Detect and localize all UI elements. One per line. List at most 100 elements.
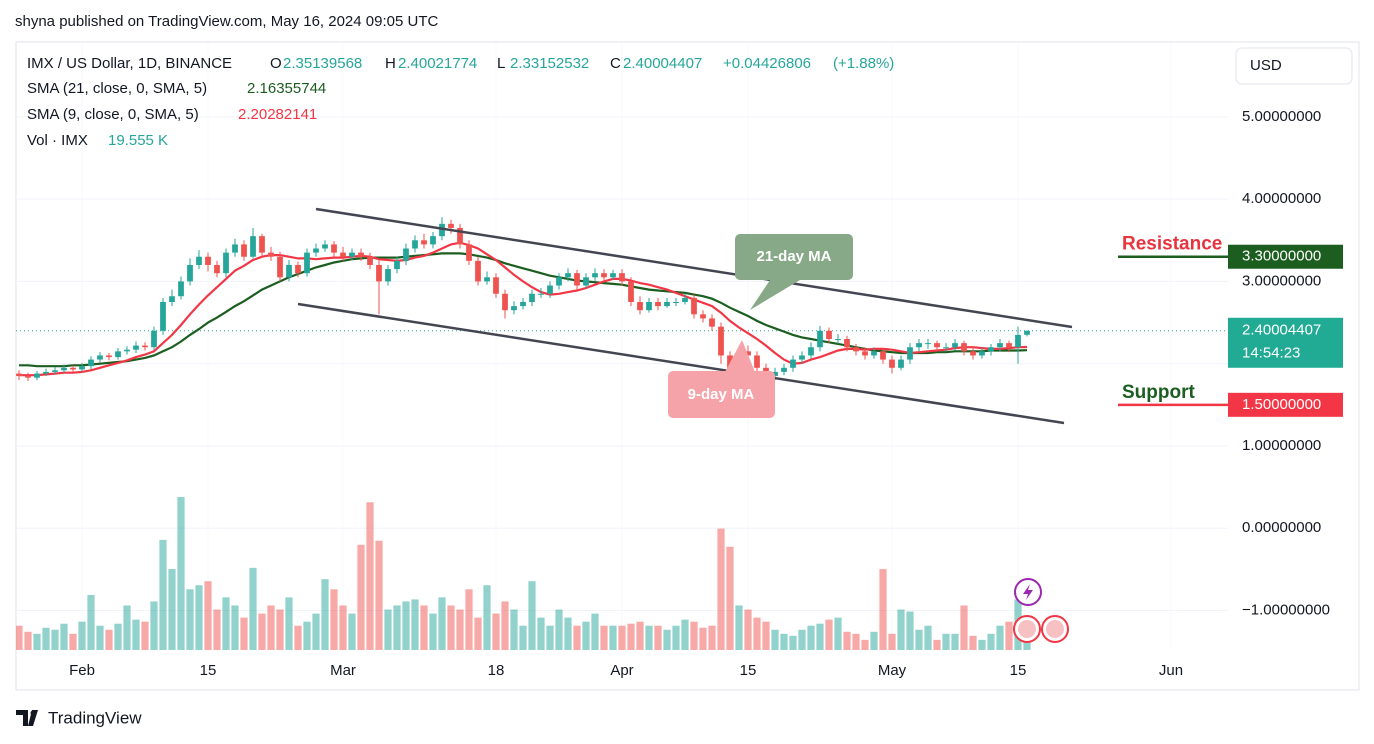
- candle-body: [34, 373, 40, 378]
- candle-body: [223, 252, 229, 274]
- candle-body: [790, 359, 796, 368]
- volume-bar: [420, 605, 428, 650]
- candle-body: [250, 236, 256, 257]
- legend-change: +0.04426806: [723, 55, 811, 72]
- candle-body: [277, 256, 283, 278]
- candle-body: [124, 349, 130, 352]
- candle-body: [466, 244, 472, 261]
- candle-body: [430, 236, 436, 245]
- legend-series-value: 2.16355744: [247, 80, 326, 97]
- candle-body: [331, 244, 337, 253]
- candle-body: [907, 347, 913, 360]
- volume-bar: [735, 605, 743, 650]
- overlay: 21-day MA 9-day MA Resistance Support: [297, 207, 1228, 643]
- volume-bar: [123, 605, 131, 650]
- volume-bar: [366, 502, 374, 650]
- y-tick-label: −1.00000000: [1242, 601, 1330, 618]
- volume-bar: [276, 609, 284, 650]
- price-badge: [1228, 317, 1343, 368]
- volume-bar: [771, 629, 779, 650]
- candle-body: [691, 297, 697, 315]
- candle-body: [151, 330, 157, 348]
- volume-bar: [204, 581, 212, 650]
- candle-body: [781, 367, 787, 372]
- candle-body: [574, 273, 580, 286]
- callout-pointer: [725, 340, 755, 372]
- event-icon-glyph: [1046, 620, 1064, 638]
- candle-body: [61, 367, 67, 371]
- candle-body: [916, 343, 922, 348]
- candle-body: [97, 355, 103, 360]
- legend-series-name: SMA (9, close, 0, SMA, 5): [27, 106, 199, 123]
- legend-ohlc-value: 2.40021774: [398, 55, 477, 72]
- candle-body: [196, 256, 202, 265]
- volume-bar: [231, 605, 239, 650]
- candle-body: [367, 256, 373, 265]
- candle-body: [178, 281, 184, 297]
- volume-bar: [537, 617, 545, 650]
- volume-bar: [573, 625, 581, 650]
- candle-body: [394, 260, 400, 270]
- volume-bar: [483, 585, 491, 650]
- candle-body: [484, 277, 490, 282]
- candle-body: [628, 281, 634, 302]
- candle-body: [835, 339, 841, 341]
- candle-body: [304, 252, 310, 274]
- candle-body: [610, 273, 616, 278]
- candle-body: [772, 371, 778, 377]
- legend-ohlc-key: O: [270, 55, 282, 72]
- volume-bar: [879, 569, 887, 650]
- candle-body: [538, 293, 544, 295]
- x-tick-label: Apr: [610, 662, 633, 679]
- legend-series-name: SMA (21, close, 0, SMA, 5): [27, 80, 207, 97]
- x-tick-label: Feb: [69, 662, 95, 679]
- candle-body: [799, 355, 805, 360]
- candle-body: [970, 351, 976, 356]
- candle-body: [358, 252, 364, 257]
- volume-bar: [744, 609, 752, 650]
- brand-name: TradingView: [48, 708, 142, 727]
- volume-bar: [312, 613, 320, 650]
- x-tick-label: Jun: [1159, 662, 1183, 679]
- volume-bar: [492, 613, 500, 650]
- level-badge: [1228, 244, 1343, 269]
- y-tick-label: 5.00000000: [1242, 108, 1321, 125]
- candle-body: [673, 301, 679, 303]
- candle-body: [565, 273, 571, 278]
- brand-logo-dot: [30, 710, 36, 716]
- candle-body: [25, 376, 31, 378]
- candle-body: [556, 277, 562, 286]
- currency-button[interactable]: [1235, 47, 1353, 85]
- candle-body: [988, 347, 994, 352]
- volume-bar: [465, 589, 473, 650]
- published-line: shyna published on TradingView.com, May …: [15, 13, 438, 30]
- volume-bar: [645, 625, 653, 650]
- candle-body: [322, 244, 328, 249]
- volume-bar: [807, 625, 815, 650]
- volume-bar: [429, 613, 437, 650]
- x-tick-label: 15: [1010, 662, 1027, 679]
- volume-bar: [789, 635, 797, 650]
- candle-body: [898, 359, 904, 368]
- volume-bar: [141, 621, 149, 650]
- candle-body: [295, 264, 301, 274]
- volume-bar: [87, 594, 95, 650]
- candle-body: [421, 240, 427, 245]
- candle-body: [862, 351, 868, 356]
- volume-bar: [654, 625, 662, 650]
- candle-body: [700, 314, 706, 319]
- legend-volume-value: 19.555 K: [108, 132, 168, 149]
- candle-body: [844, 339, 850, 348]
- currency-label: USD: [1250, 57, 1282, 74]
- volume-bar: [33, 633, 41, 650]
- candle-body: [214, 264, 220, 274]
- price-label: 2.40004407: [1242, 322, 1321, 339]
- volume-bar: [1005, 621, 1013, 650]
- candle-body: [808, 347, 814, 356]
- volume-bar: [987, 633, 995, 650]
- candle-body: [259, 236, 265, 253]
- volume-bar: [825, 619, 833, 650]
- volume-bar: [42, 627, 50, 650]
- candle-body: [70, 367, 76, 370]
- candle-body: [592, 273, 598, 278]
